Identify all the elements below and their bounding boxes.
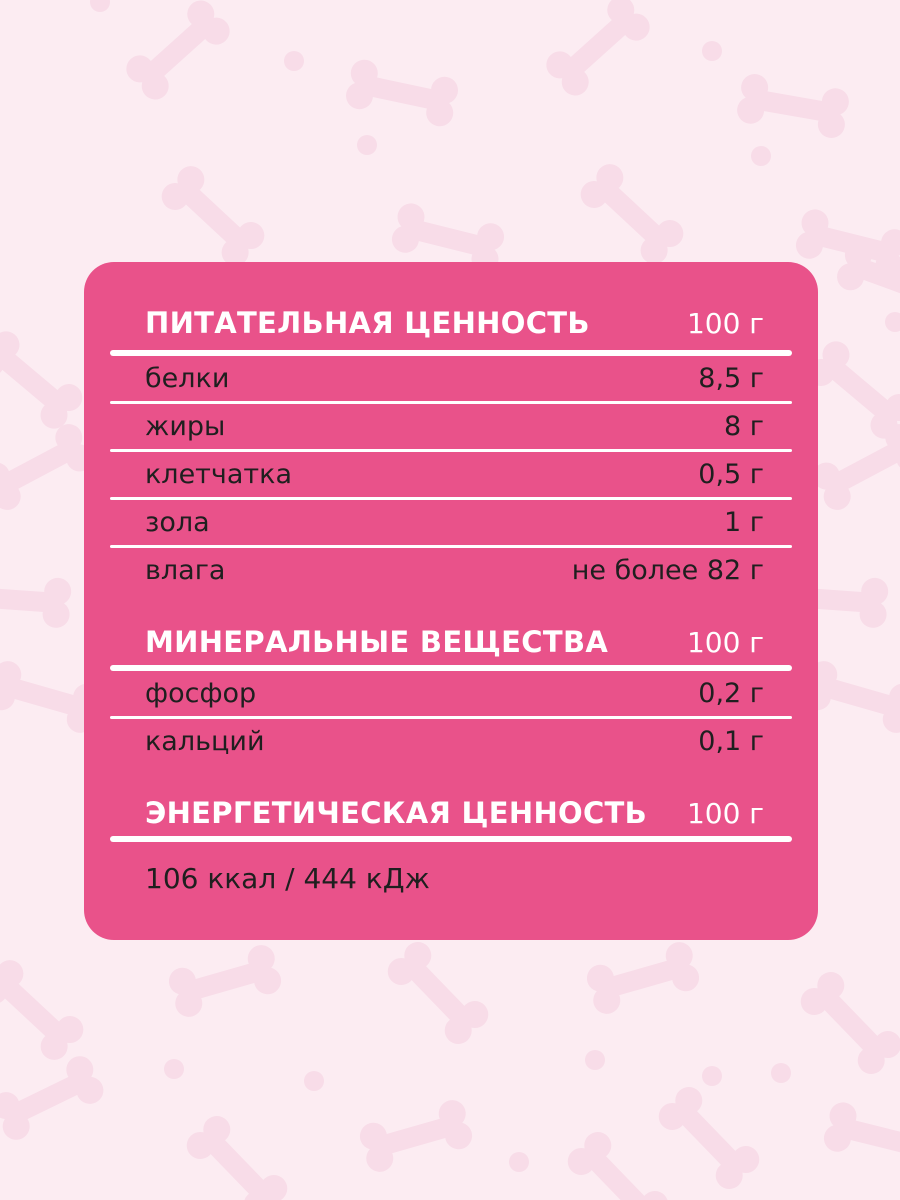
row-value: 1 г	[724, 507, 764, 538]
energy-value: 106 ккал / 444 кДж	[145, 862, 430, 895]
table-row-phosphorus: фосфор 0,2 г	[110, 671, 792, 716]
divider	[110, 449, 792, 452]
row-value: 0,1 г	[698, 726, 764, 757]
row-label: клетчатка	[145, 459, 292, 490]
section-per-amount: 100 г	[686, 797, 764, 830]
section-per-amount: 100 г	[686, 307, 764, 340]
section-header-nutrition: ПИТАТЕЛЬНАЯ ЦЕННОСТЬ 100 г	[110, 304, 792, 342]
row-value: не более 82 г	[571, 555, 764, 586]
divider	[110, 401, 792, 404]
row-label: кальций	[145, 726, 265, 757]
row-label: зола	[145, 507, 210, 538]
row-label: влага	[145, 555, 226, 586]
table-row-fiber: клетчатка 0,5 г	[110, 452, 792, 497]
row-value: 0,2 г	[698, 678, 764, 709]
table-row-moisture: влага не более 82 г	[110, 548, 792, 593]
divider	[110, 545, 792, 548]
table-row-ash: зола 1 г	[110, 500, 792, 545]
row-label: белки	[145, 363, 230, 394]
divider-thick	[110, 350, 792, 356]
section-title: ПИТАТЕЛЬНАЯ ЦЕННОСТЬ	[145, 306, 590, 340]
section-title: ЭНЕРГЕТИЧЕСКАЯ ЦЕННОСТЬ	[145, 796, 648, 830]
table-row-protein: белки 8,5 г	[110, 356, 792, 401]
row-label: фосфор	[145, 678, 257, 709]
table-row-calcium: кальций 0,1 г	[110, 719, 792, 764]
row-value: 8,5 г	[698, 363, 764, 394]
table-row-fat: жиры 8 г	[110, 404, 792, 449]
row-value: 8 г	[724, 411, 764, 442]
section-per-amount: 100 г	[686, 626, 764, 659]
section-header-energy: ЭНЕРГЕТИЧЕСКАЯ ЦЕННОСТЬ 100 г	[110, 794, 792, 832]
divider-thick	[110, 665, 792, 671]
divider-thick	[110, 836, 792, 842]
section-title: МИНЕРАЛЬНЫЕ ВЕЩЕСТВА	[145, 625, 609, 659]
divider	[110, 716, 792, 719]
row-label: жиры	[145, 411, 226, 442]
divider	[110, 497, 792, 500]
section-header-minerals: МИНЕРАЛЬНЫЕ ВЕЩЕСТВА 100 г	[110, 623, 792, 661]
row-value: 0,5 г	[698, 459, 764, 490]
nutrition-label-card: ПИТАТЕЛЬНАЯ ЦЕННОСТЬ 100 г белки 8,5 г ж…	[84, 262, 818, 940]
